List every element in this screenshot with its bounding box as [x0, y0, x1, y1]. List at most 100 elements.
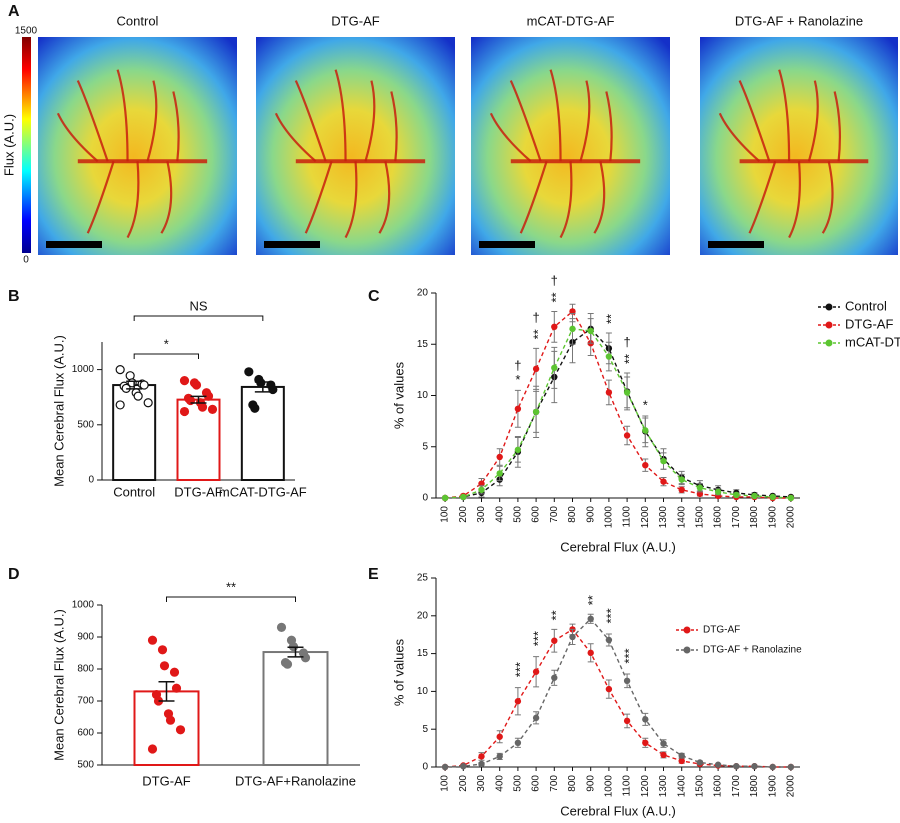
vessel: [116, 69, 129, 162]
vessel: [378, 161, 391, 234]
data-point: [157, 645, 168, 655]
data-point: [514, 446, 522, 454]
vessel: [559, 161, 573, 239]
x-tick-label: 1600: [713, 506, 724, 529]
data-point: [175, 725, 186, 735]
data-point: [496, 753, 503, 760]
data-point: [642, 739, 649, 747]
significance-bracket: [133, 353, 199, 359]
colorbar-tick-label: 0: [23, 255, 29, 266]
panel-letter: B: [8, 288, 20, 305]
x-axis-label: Cerebral Flux (A.U.): [560, 803, 676, 818]
x-axis-label: Cerebral Flux (A.U.): [560, 539, 676, 554]
data-point: [733, 763, 740, 770]
y-tick-label: 5: [422, 724, 428, 735]
data-point: [569, 325, 576, 333]
x-tick-label: 1200: [640, 506, 651, 529]
x-tick-label: 2000: [786, 775, 797, 798]
y-tick-label: 500: [77, 760, 94, 771]
series-line: [445, 617, 791, 768]
significance-label: **: [226, 579, 236, 594]
vessel: [334, 69, 347, 162]
legend-marker: [825, 303, 833, 311]
significance-label: *: [643, 397, 648, 412]
x-tick-label: DTG-AF: [174, 484, 222, 499]
error-bar: [287, 646, 304, 658]
x-tick-label: 1700: [731, 506, 742, 529]
data-point: [532, 365, 540, 373]
scale-bar: [708, 241, 764, 248]
data-point: [660, 457, 667, 465]
legend-label: DTG-AF + Ranolazine: [703, 645, 802, 656]
y-tick-label: 10: [417, 686, 429, 697]
legend-marker: [825, 339, 833, 347]
significance-label: *: [164, 336, 169, 351]
legend-label: DTG-AF: [703, 625, 740, 636]
x-tick-label: 1500: [695, 506, 706, 529]
image-title: DTG-AF + Ranolazine: [735, 13, 863, 28]
x-tick-label: 1700: [731, 775, 742, 798]
panel-letter: D: [8, 566, 20, 583]
y-tick-label: 1000: [72, 364, 95, 375]
data-point: [623, 432, 631, 439]
data-point: [165, 715, 176, 725]
x-tick-label: 1900: [767, 775, 778, 798]
vessel: [605, 91, 613, 162]
significance-label: **: [622, 354, 637, 364]
y-tick-label: 20: [417, 610, 429, 621]
x-tick-label: 1500: [695, 775, 706, 798]
significance-label: **: [549, 292, 564, 302]
data-point: [642, 716, 649, 723]
vessel: [86, 160, 115, 234]
vessel: [274, 112, 317, 163]
data-point: [282, 659, 293, 669]
significance-bracket: [166, 596, 296, 602]
significance-label: †: [514, 358, 521, 373]
x-tick-label: 2000: [786, 506, 797, 529]
data-point: [133, 391, 143, 401]
significance-label: **: [549, 610, 564, 620]
data-point: [496, 733, 503, 740]
vessel: [489, 112, 532, 163]
y-tick-label: 1000: [72, 600, 95, 611]
x-tick-label: 1600: [713, 775, 724, 798]
data-point: [441, 494, 449, 502]
flux-image: [471, 37, 670, 255]
y-tick-label: 10: [417, 390, 429, 401]
x-tick-label: 800: [567, 775, 578, 792]
data-point: [551, 674, 558, 681]
vessel: [738, 80, 771, 162]
data-point: [496, 453, 503, 461]
data-point: [441, 763, 449, 771]
data-point: [660, 740, 667, 747]
data-point: [197, 402, 208, 412]
vessel: [126, 161, 140, 239]
y-tick-label: 5: [422, 441, 428, 452]
panel-letter: C: [368, 288, 380, 305]
data-point: [478, 486, 485, 493]
data-point: [605, 389, 613, 396]
y-tick-label: 0: [422, 762, 428, 773]
vessel: [304, 160, 333, 234]
colorbar-tick-label: 1500: [15, 26, 38, 37]
data-point: [551, 323, 558, 331]
scale-bar: [479, 241, 535, 248]
x-tick-label: 1400: [676, 775, 687, 798]
data-point: [551, 364, 558, 372]
data-point: [642, 427, 649, 434]
image-title: mCAT-DTG-AF: [527, 13, 615, 28]
vessel: [718, 112, 761, 163]
data-point: [605, 685, 613, 693]
data-point: [276, 622, 287, 633]
data-point: [787, 763, 795, 771]
colorbar-label: Flux (A.U.): [1, 114, 16, 176]
x-tick-label: 1300: [658, 775, 669, 798]
data-point: [787, 494, 795, 502]
bar: [240, 385, 285, 481]
vessel: [833, 91, 842, 162]
data-point: [678, 486, 685, 493]
data-point: [587, 649, 594, 657]
series-line: [445, 310, 791, 499]
significance-label: ***: [622, 648, 637, 663]
